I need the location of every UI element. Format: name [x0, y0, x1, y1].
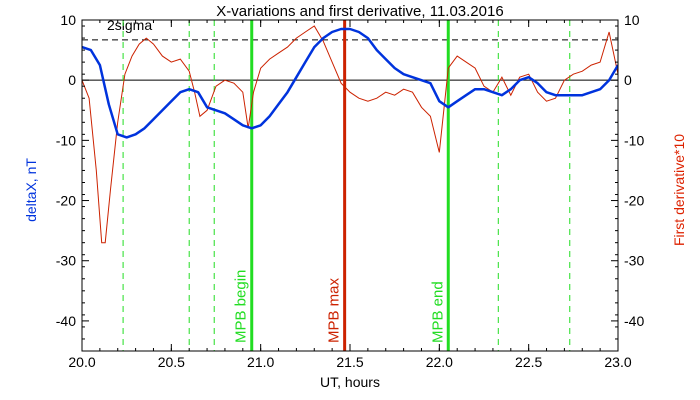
y-tick-label-left-2: -10: [56, 132, 76, 148]
y-axis-left-label: deltaX, nT: [23, 158, 39, 222]
x-tick-label-5: 22.5: [515, 354, 542, 370]
x-tick-label-2: 21.0: [247, 354, 274, 370]
marker-label-3: MPB begin: [233, 270, 250, 343]
y-tick-label-right-1: 0: [624, 72, 632, 88]
x-tick-label-0: 20.0: [68, 354, 95, 370]
marker-label-5: MPB end: [429, 281, 446, 343]
series-line-derivative: [82, 25, 618, 244]
x-tick-label-4: 22.0: [426, 354, 453, 370]
y-tick-label-left-4: -30: [56, 253, 76, 269]
plot-area: MPB begin MPB max MPB end 20.0 20.5 21.0 21.5 2…: [56, 12, 645, 370]
sigma-label: 2sigma: [107, 17, 152, 33]
y-tick-label-left-1: 0: [68, 72, 76, 88]
y-tick-label-right-4: -30: [624, 253, 644, 269]
x-axis-label: UT, hours: [320, 374, 380, 390]
x-tick-label-6: 23.0: [604, 354, 631, 370]
y-tick-label-right-3: -20: [624, 193, 644, 209]
y-tick-label-left-3: -20: [56, 193, 76, 209]
y-tick-label-left-5: -40: [56, 313, 76, 329]
x-tick-label-3: 21.5: [336, 354, 363, 370]
y-tick-label-left-0: 10: [60, 12, 76, 28]
y-tick-label-right-2: -10: [624, 132, 644, 148]
x-tick-label-1: 20.5: [158, 354, 185, 370]
chart-title: X-variations and first derivative, 11.03…: [216, 3, 503, 20]
y-tick-label-right-0: 10: [624, 12, 640, 28]
y-tick-label-right-5: -40: [624, 313, 644, 329]
plot-frame: [81, 19, 619, 352]
y-axis-right-label: First derivative*10: [671, 134, 687, 246]
series-line-deltaX: [82, 27, 618, 139]
marker-label-4: MPB max: [326, 277, 343, 343]
